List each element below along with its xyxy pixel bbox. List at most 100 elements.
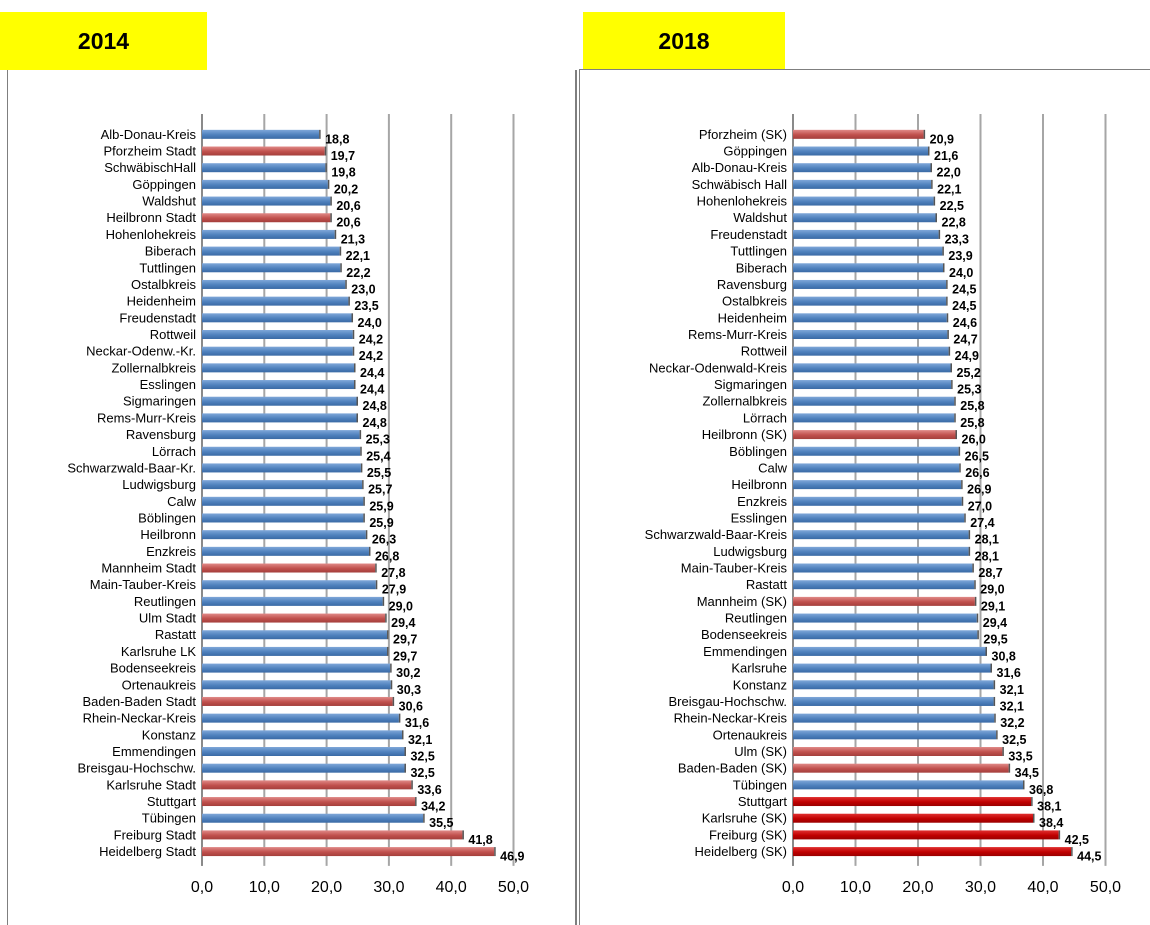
bar (793, 480, 962, 490)
bar-end (959, 463, 961, 473)
category-label: Calw (167, 494, 197, 509)
category-label: Ludwigsburg (713, 544, 787, 559)
bar-end (330, 196, 332, 206)
bar-end (345, 279, 347, 289)
bar-end (1058, 830, 1061, 840)
bar (202, 246, 340, 256)
category-label: Neckar-Odenwald-Kreis (649, 360, 787, 375)
bar (793, 163, 931, 173)
bar-end (360, 463, 363, 473)
value-label: 21,6 (934, 149, 958, 163)
bar (202, 163, 326, 173)
value-label: 25,8 (960, 399, 984, 413)
bar-end (360, 446, 362, 456)
x-tick-label: 10,0 (840, 879, 871, 896)
category-label: Sigmaringen (714, 377, 787, 392)
x-tick-label: 50,0 (1090, 879, 1121, 896)
category-label: Konstanz (733, 677, 787, 692)
value-label: 32,1 (408, 733, 432, 747)
bar-end (938, 229, 941, 239)
category-label: Reutlingen (725, 611, 787, 626)
value-label: 41,8 (468, 833, 492, 847)
bar-end (368, 546, 371, 556)
bar-end (961, 496, 964, 506)
x-tick-label: 10,0 (249, 879, 280, 896)
value-label: 24,7 (953, 333, 977, 347)
value-label: 23,5 (354, 299, 378, 313)
category-label: Stuttgart (147, 794, 197, 809)
value-label: 22,8 (942, 216, 966, 230)
bar (793, 696, 994, 706)
bar-end (363, 513, 365, 523)
bar-end (985, 646, 987, 656)
bar-end (359, 430, 362, 440)
category-label: Main-Tauber-Kreis (90, 577, 197, 592)
value-label: 29,0 (389, 599, 413, 613)
bar-end (387, 630, 389, 640)
category-label: Ulm (SK) (734, 744, 787, 759)
bar-end (1023, 780, 1025, 790)
value-label: 20,2 (334, 182, 358, 196)
x-tick-label: 40,0 (1027, 879, 1058, 896)
value-label: 24,5 (952, 299, 976, 313)
value-label: 25,4 (366, 449, 390, 463)
bar-end (1031, 797, 1033, 807)
value-label: 25,3 (366, 433, 390, 447)
category-label: Karlsruhe (SK) (702, 811, 787, 826)
bar (793, 413, 955, 423)
value-label: 25,8 (960, 416, 984, 430)
bar (793, 713, 995, 723)
bar-end (319, 129, 321, 139)
value-label: 22,0 (937, 166, 961, 180)
x-tick-label: 30,0 (373, 879, 404, 896)
value-label: 34,2 (421, 800, 445, 814)
category-label: Zollernalbkreis (111, 360, 196, 375)
bar (793, 380, 952, 390)
bar (202, 596, 383, 606)
category-label: Pforzheim (SK) (699, 127, 787, 142)
category-label: Rhein-Neckar-Kreis (83, 711, 197, 726)
value-label: 25,5 (367, 466, 391, 480)
panel-divider-line (575, 70, 577, 925)
bar-end (387, 646, 389, 656)
category-label: Alb-Donau-Kreis (101, 127, 197, 142)
bar (793, 213, 936, 223)
category-label: Böblingen (729, 444, 787, 459)
bar-end (375, 580, 378, 590)
bar-end (339, 246, 342, 256)
bar (793, 246, 943, 256)
bar-end (411, 780, 413, 790)
left-frame-line (7, 70, 8, 925)
bar-end (1071, 847, 1073, 857)
bar-end (340, 263, 342, 273)
value-label: 29,7 (393, 633, 417, 647)
bar (202, 747, 405, 756)
category-label: Heidenheim (718, 310, 787, 325)
bar-end (961, 480, 963, 490)
value-label: 24,4 (360, 383, 384, 397)
category-label: Tübingen (142, 811, 196, 826)
category-label: Tübingen (733, 777, 787, 792)
category-label: Schwarzwald-Baar-Kr. (67, 460, 196, 475)
bar (793, 346, 949, 356)
bar (793, 363, 951, 373)
category-label: Neckar-Odenw.-Kr. (86, 344, 196, 359)
bar-end (955, 430, 957, 440)
bar (793, 747, 1003, 756)
category-label: Mannheim (SK) (697, 594, 787, 609)
value-label: 21,3 (341, 232, 365, 246)
bar (202, 780, 412, 790)
category-label: Esslingen (140, 377, 196, 392)
bar (202, 680, 391, 690)
category-label: Ortenaukreis (122, 677, 197, 692)
category-label: Sigmaringen (123, 394, 196, 409)
bar-end (954, 413, 956, 423)
bar (202, 196, 331, 206)
category-label: Hohenlohekreis (697, 194, 788, 209)
bar (202, 696, 393, 706)
bar-end (946, 313, 949, 323)
bar (202, 813, 424, 823)
bar-end (923, 129, 926, 139)
category-label: Schwäbisch Hall (692, 177, 787, 192)
bar (793, 797, 1032, 807)
